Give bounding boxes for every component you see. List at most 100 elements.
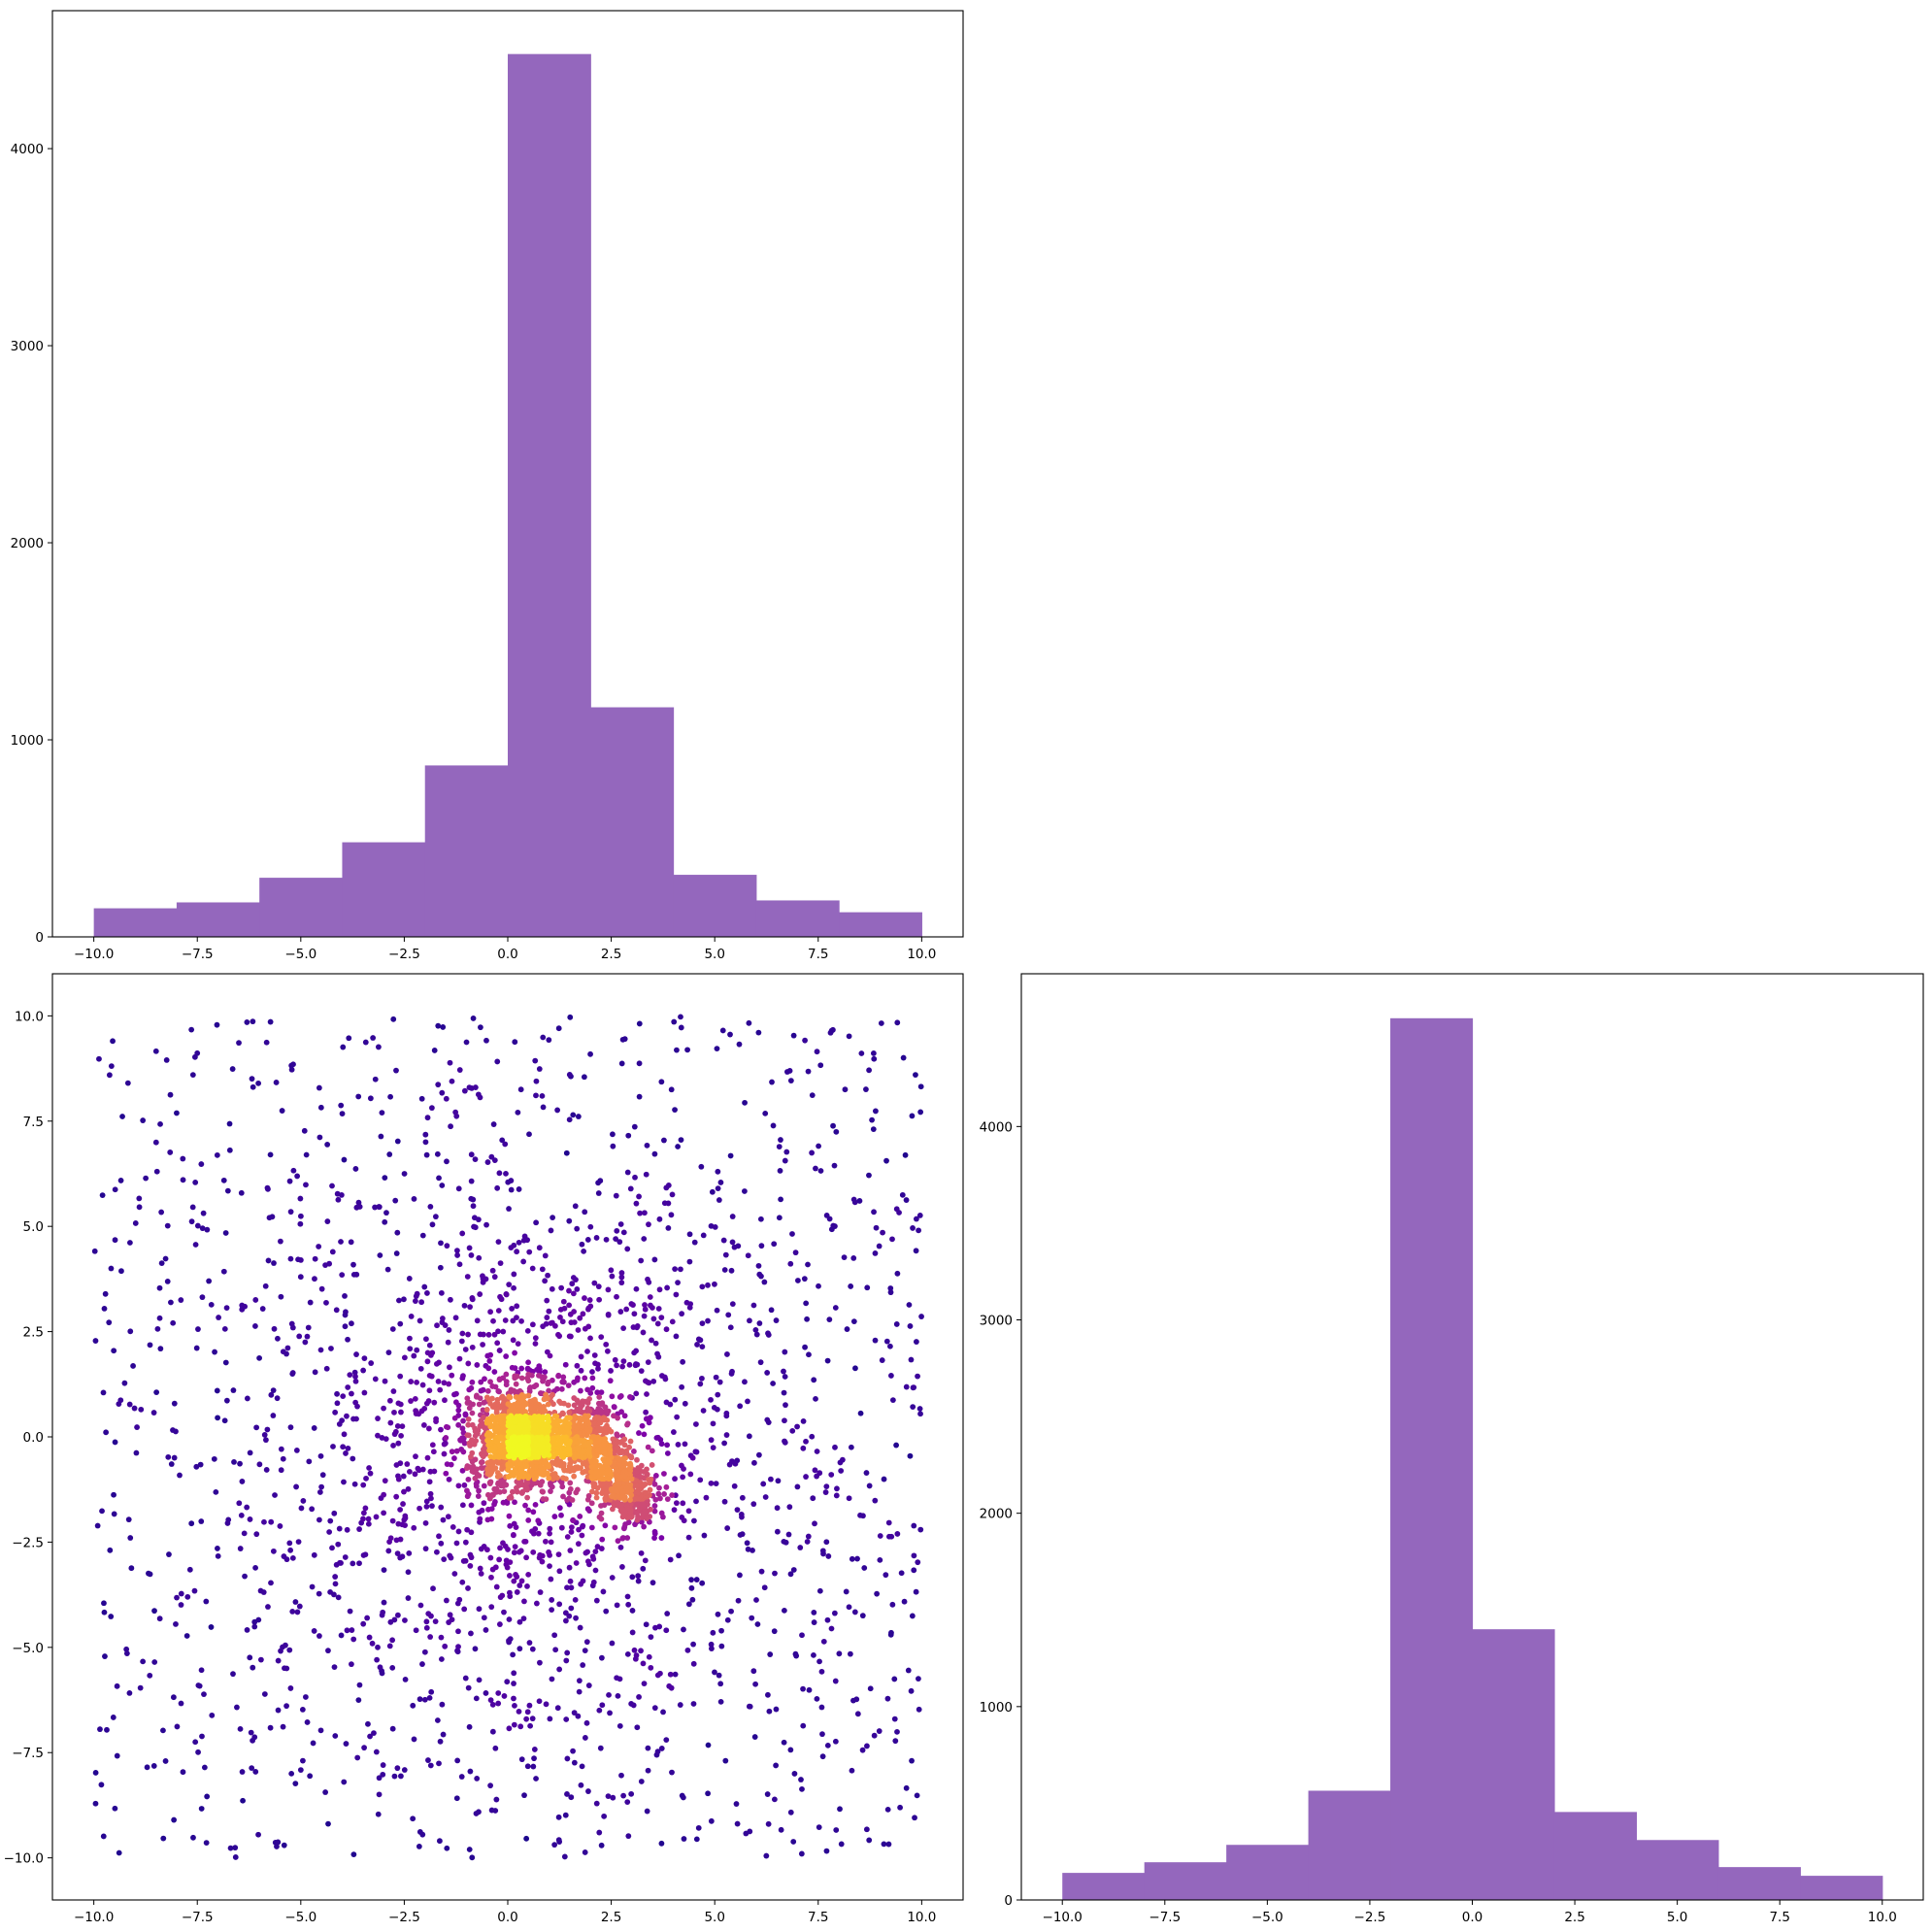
scatter-point <box>600 1588 607 1595</box>
x-tick-label: 10.0 <box>907 947 936 962</box>
scatter-point <box>800 1445 807 1451</box>
scatter-point <box>99 1192 106 1198</box>
scatter-point <box>518 1578 525 1584</box>
scatter-point <box>652 1496 659 1503</box>
scatter-point <box>543 1496 550 1503</box>
scatter-point <box>411 1352 417 1359</box>
scatter-point <box>397 1320 404 1327</box>
scatter-point <box>429 1503 435 1510</box>
scatter-point <box>789 1231 795 1237</box>
scatter-point <box>724 1616 731 1623</box>
scatter-point <box>487 1782 494 1789</box>
scatter-point <box>561 1418 568 1424</box>
scatter-point <box>551 1472 558 1479</box>
scatter-point <box>594 1389 601 1396</box>
scatter-point <box>230 1387 237 1393</box>
scatter-point <box>570 1446 577 1452</box>
scatter-point <box>579 1532 585 1539</box>
scatter-point <box>612 1356 618 1363</box>
scatter-point <box>496 1388 502 1395</box>
scatter-point <box>617 1393 624 1399</box>
scatter-point <box>824 1357 831 1364</box>
scatter-point <box>535 1517 542 1524</box>
scatter-point <box>484 1516 491 1523</box>
scatter-point <box>607 1446 613 1452</box>
scatter-point <box>571 1402 578 1409</box>
scatter-point <box>797 1545 804 1550</box>
scatter-point <box>866 1172 872 1179</box>
scatter-point <box>188 1520 195 1527</box>
scatter-point <box>749 1548 755 1553</box>
scatter-point <box>760 1481 767 1487</box>
scatter-point <box>592 1567 599 1574</box>
scatter-point <box>568 1524 575 1531</box>
scatter-point <box>470 1203 477 1210</box>
scatter-point <box>567 1578 574 1584</box>
scatter-point <box>654 1749 661 1755</box>
scatter-point <box>625 1519 632 1526</box>
scatter-point <box>681 1836 687 1842</box>
scatter-point <box>568 1794 575 1801</box>
scatter-point <box>506 1573 513 1579</box>
scatter-point <box>472 1646 479 1652</box>
scatter-point <box>327 1517 334 1524</box>
scatter-point <box>416 1844 422 1849</box>
scatter-point <box>507 1593 514 1600</box>
scatter-point <box>564 1649 571 1656</box>
scatter-point <box>484 1466 491 1473</box>
scatter-point <box>705 1317 711 1324</box>
scatter-point <box>462 1675 469 1682</box>
scatter-point <box>514 1303 520 1310</box>
scatter-point <box>502 1141 509 1148</box>
scatter-point <box>329 1183 335 1189</box>
scatter-point <box>574 1406 581 1413</box>
scatter-point <box>590 1483 597 1490</box>
scatter-point <box>768 1476 774 1482</box>
scatter-point <box>349 1320 354 1327</box>
scatter-point <box>450 1523 456 1530</box>
scatter-point <box>580 1311 586 1317</box>
scatter-point <box>330 1444 336 1449</box>
scatter-point <box>690 1701 697 1707</box>
scatter-point <box>716 1379 723 1385</box>
scatter-point <box>564 1534 571 1540</box>
scatter-point <box>488 1604 495 1611</box>
scatter-point <box>664 1442 671 1449</box>
scatter-point <box>417 1365 424 1372</box>
scatter-point <box>635 1578 642 1584</box>
scatter-point <box>680 1358 686 1365</box>
scatter-point <box>588 1488 595 1495</box>
scatter-point <box>270 1387 277 1394</box>
scatter-point <box>496 1348 503 1353</box>
scatter-point <box>275 1707 282 1714</box>
x-tick-label: 2.5 <box>601 1910 621 1925</box>
scatter-point <box>497 1545 503 1551</box>
scatter-point <box>312 1369 318 1376</box>
y-tick-label: 4000 <box>11 142 44 157</box>
scatter-point <box>715 1168 721 1175</box>
scatter-point <box>506 1616 513 1622</box>
scatter-point <box>231 1459 237 1465</box>
scatter-point <box>428 1688 435 1695</box>
scatter-point <box>435 1082 442 1088</box>
scatter-point <box>755 1029 762 1036</box>
scatter-point <box>568 1605 575 1612</box>
y-tick-label: 5.0 <box>23 1219 44 1235</box>
scatter-point <box>371 1730 377 1737</box>
scatter-point <box>686 1231 693 1238</box>
scatter-point <box>303 1182 309 1188</box>
scatter-point <box>624 1246 631 1252</box>
scatter-point <box>453 1113 460 1119</box>
scatter-point <box>212 1349 217 1355</box>
scatter-point <box>621 1436 628 1443</box>
scatter-point <box>717 1698 724 1705</box>
scatter-point <box>694 1342 700 1348</box>
scatter-point <box>773 1706 780 1713</box>
scatter-point <box>157 1120 163 1127</box>
scatter-point <box>556 1505 563 1512</box>
scatter-point <box>664 1284 671 1291</box>
scatter-point <box>546 1475 552 1482</box>
scatter-point <box>244 1627 250 1633</box>
scatter-point <box>224 1520 231 1526</box>
scatter-point <box>837 1806 843 1813</box>
